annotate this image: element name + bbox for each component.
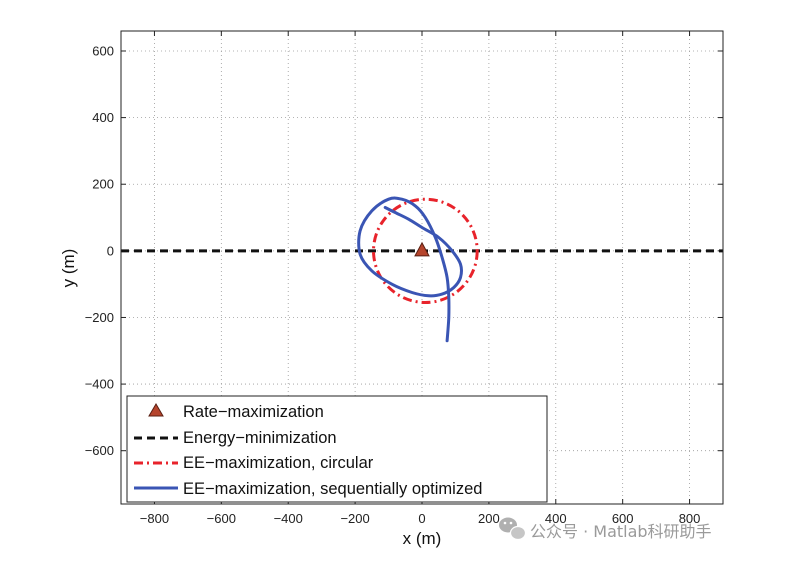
y-axis-ticks: −600 −400 −200 0 200 400 600: [85, 43, 723, 458]
watermark-text: 公众号 · Matlab科研助手: [530, 522, 712, 541]
y-axis-label: y (m): [59, 249, 78, 288]
series-ee-sequential: [357, 196, 463, 343]
legend-label-ee-sequential: EE−maximization, sequentially optimized: [183, 480, 482, 498]
y-tick-label: 600: [92, 43, 114, 58]
x-tick-label: 600: [612, 511, 634, 526]
legend-box: [126, 395, 548, 503]
x-tick-label: −400: [274, 511, 303, 526]
legend-marker-rate-maximization: [148, 403, 164, 417]
x-tick-label: −800: [140, 511, 169, 526]
y-tick-label: −200: [85, 310, 114, 325]
series-ee-circular: [372, 197, 479, 304]
grid-lines: [121, 31, 723, 504]
x-tick-label: 200: [478, 511, 500, 526]
wechat-icon: [499, 517, 527, 541]
y-tick-label: 0: [107, 243, 114, 258]
watermark: 公众号 · Matlab科研助手: [499, 517, 712, 541]
series-rate-maximization-marker: [414, 241, 430, 257]
y-tick-label: −400: [85, 377, 114, 392]
y-tick-label: 200: [92, 177, 114, 192]
plot-frame: [120, 30, 724, 505]
legend: Rate−maximization Energy−minimization EE…: [126, 395, 548, 503]
x-tick-label: 800: [679, 511, 701, 526]
legend-label-ee-circular: EE−maximization, circular: [183, 454, 374, 472]
legend-label-rate-maximization: Rate−maximization: [183, 403, 324, 421]
x-tick-label: −600: [207, 511, 236, 526]
legend-label-energy-minimization: Energy−minimization: [183, 429, 337, 447]
series-layer: [121, 196, 723, 343]
x-tick-label: 0: [418, 511, 425, 526]
y-tick-label: 400: [92, 110, 114, 125]
y-tick-label: −600: [85, 443, 114, 458]
x-tick-label: 400: [545, 511, 567, 526]
x-tick-label: −200: [340, 511, 369, 526]
x-axis-label: x (m): [403, 529, 442, 548]
x-axis-ticks: −800 −600 −400 −200 0 200 400 600 800: [140, 31, 701, 526]
